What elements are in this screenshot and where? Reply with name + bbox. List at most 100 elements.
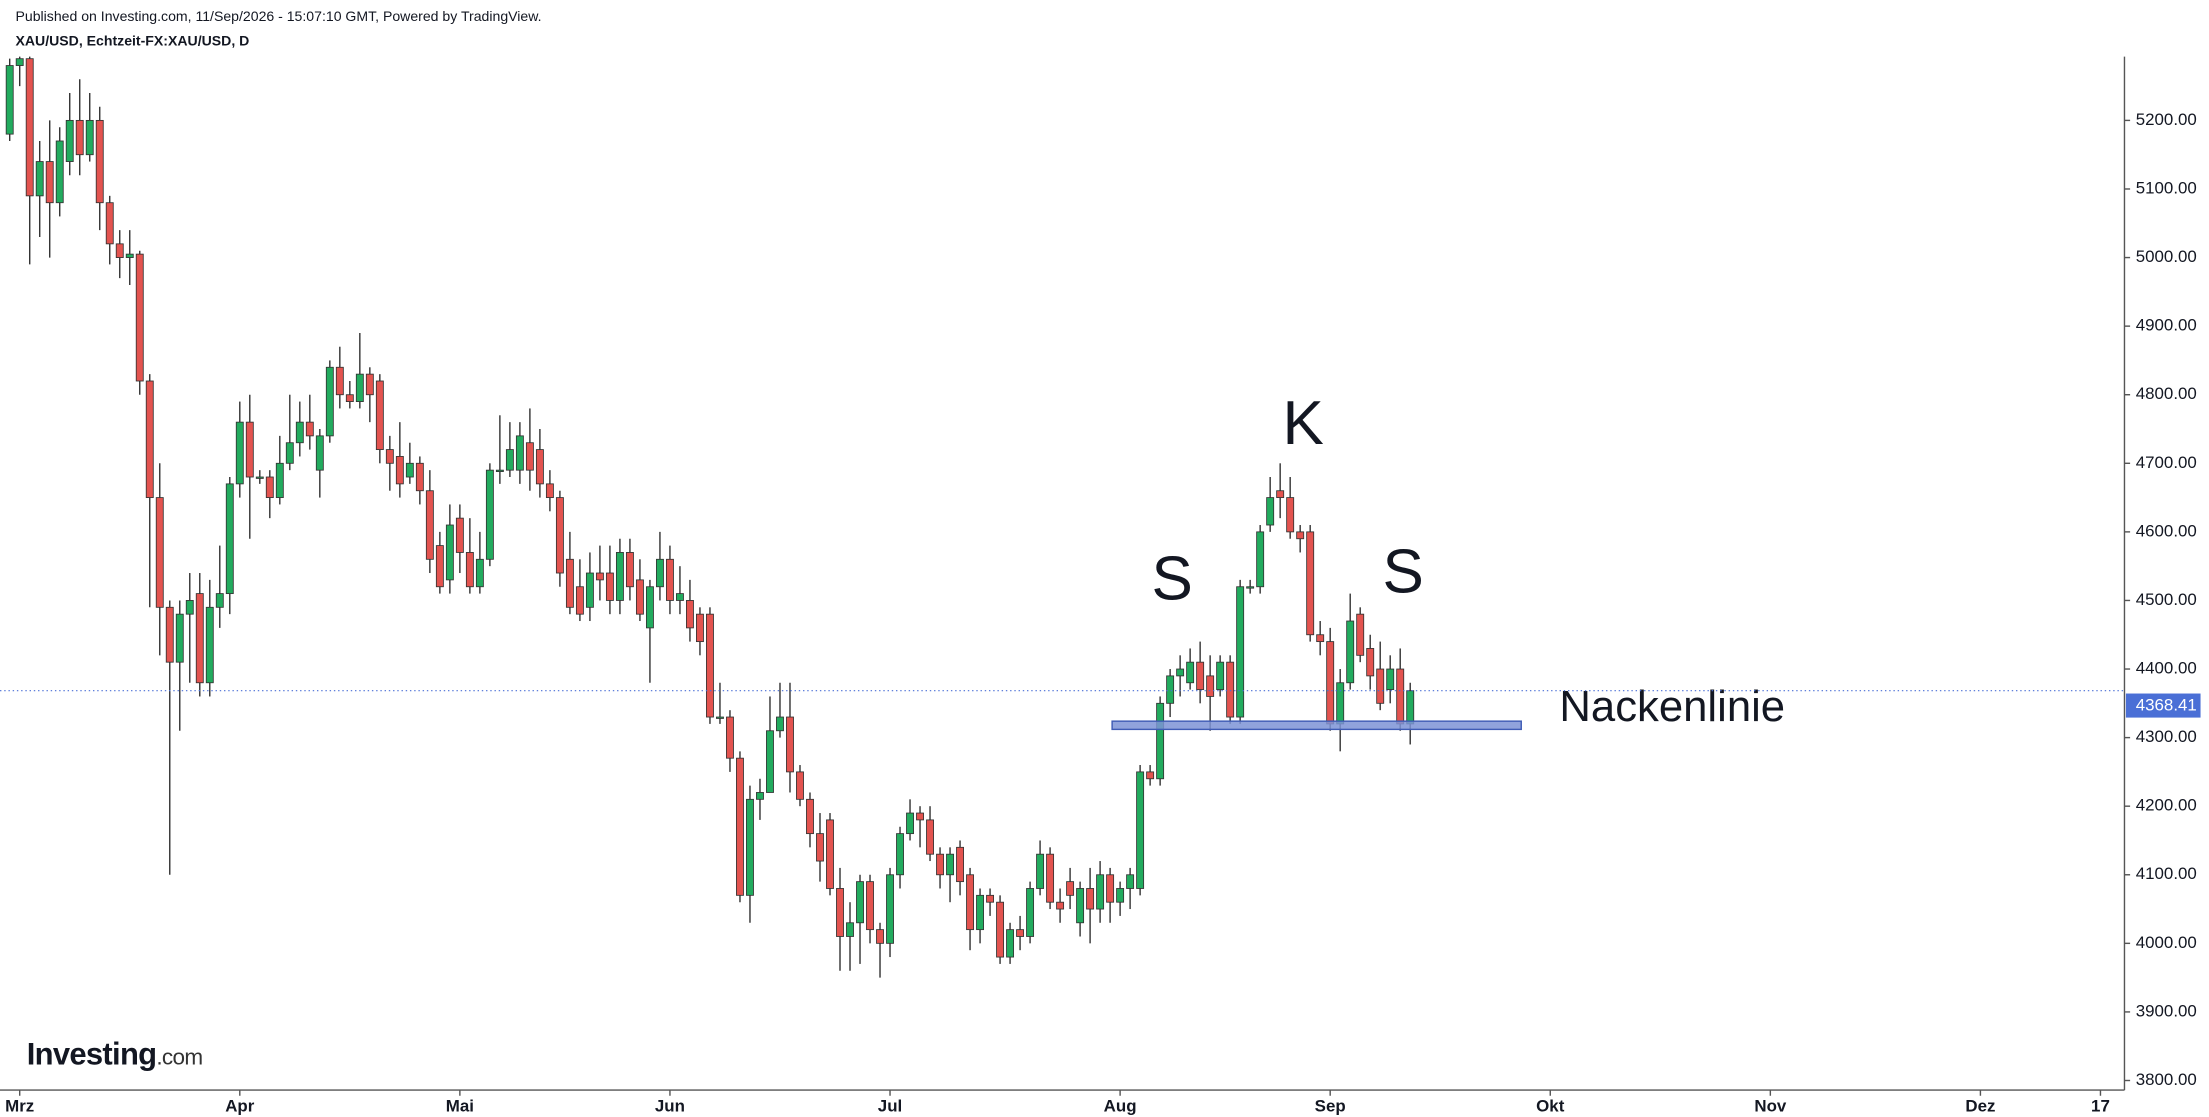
candle-body — [375, 380, 384, 451]
candle-body — [75, 119, 84, 156]
candle-body — [776, 716, 784, 732]
candle-body — [285, 442, 294, 464]
candle-body — [15, 58, 24, 66]
y-tick-label: 3900.00 — [2136, 1001, 2197, 1020]
candle-body — [1276, 490, 1285, 499]
candle-body — [555, 497, 564, 574]
candle-body — [866, 881, 874, 931]
candle-body — [1356, 613, 1365, 656]
candle-body — [1106, 874, 1115, 903]
candle-body — [475, 558, 484, 588]
candle-body — [395, 456, 404, 485]
candle-body — [225, 483, 234, 595]
candle-body — [1296, 531, 1305, 540]
candle-body — [575, 586, 584, 615]
candle-body — [1346, 620, 1355, 684]
y-tick-label: 4700.00 — [2136, 453, 2197, 472]
candle-body — [655, 558, 664, 588]
candle-body — [1256, 531, 1265, 588]
annotation: S — [1382, 538, 1423, 607]
candle-body — [485, 469, 494, 560]
candle-body — [996, 901, 1005, 958]
candle-body — [1086, 888, 1095, 910]
x-tick-label: Mai — [446, 1097, 474, 1116]
candle-body — [806, 798, 814, 835]
candle-body — [1236, 586, 1245, 718]
candle-body — [696, 613, 704, 643]
x-tick-label: Dez — [1965, 1097, 1995, 1116]
candle-body — [686, 600, 694, 629]
candle-body — [766, 730, 774, 793]
candle-body — [605, 572, 614, 601]
neckline — [1111, 720, 1522, 731]
candle-body — [1046, 853, 1055, 903]
candle-body — [1386, 668, 1395, 691]
candle-body — [1026, 888, 1035, 937]
candle-body — [1156, 702, 1165, 780]
y-tick-label: 5200.00 — [2136, 110, 2197, 129]
candle-body — [1056, 901, 1065, 910]
candle-body — [385, 449, 394, 464]
candle-body — [315, 435, 324, 471]
candles — [5, 56, 1415, 978]
candle-body — [726, 716, 734, 759]
x-tick-label: Apr — [225, 1097, 255, 1116]
candle-body — [355, 373, 364, 403]
candle-body — [1406, 690, 1415, 725]
candle-body — [1266, 497, 1275, 526]
candle-body — [125, 253, 134, 258]
candle-body — [245, 421, 254, 478]
candle-body — [846, 922, 854, 937]
candle-body — [786, 716, 794, 773]
candle-body — [1216, 661, 1225, 691]
candle-body — [1396, 668, 1405, 725]
y-tick-label: 5000.00 — [2136, 247, 2197, 266]
candle-body — [345, 394, 354, 403]
candle-body — [1166, 675, 1175, 704]
candle-body — [155, 497, 164, 608]
candle-body — [1116, 888, 1125, 903]
candle-body — [305, 421, 314, 437]
candle-body — [1366, 648, 1375, 677]
candle-body — [5, 65, 14, 135]
candle-body — [35, 161, 44, 197]
candle-body — [445, 524, 454, 581]
candle-body — [665, 558, 674, 601]
candle-body — [796, 771, 804, 800]
source: Published on Investing.com, 11/Sep/2026 … — [15, 8, 541, 24]
y-tick-label: 4000.00 — [2136, 933, 2197, 952]
x-tick-label: Okt — [1536, 1097, 1565, 1116]
candle-body — [1036, 853, 1045, 889]
candle-body — [926, 819, 934, 855]
candle-body — [1006, 929, 1015, 958]
candle-body — [145, 380, 154, 499]
candle-body — [95, 119, 104, 204]
candle-body — [1126, 874, 1135, 889]
candle-body — [295, 421, 304, 444]
candle-body — [215, 593, 224, 608]
candle-body — [1226, 661, 1235, 718]
candle-body — [165, 606, 174, 663]
annotation: K — [1282, 389, 1323, 458]
candle-body — [916, 812, 924, 821]
candle-body — [405, 462, 414, 478]
candle-body — [1096, 874, 1105, 910]
candle-body — [946, 853, 954, 876]
candle-body — [625, 552, 634, 588]
candle-body — [335, 366, 344, 396]
x-tick-label: Jun — [655, 1097, 685, 1116]
candle-body — [85, 119, 94, 156]
candle-body — [1316, 634, 1325, 643]
candle-body — [565, 558, 574, 608]
candle-body — [195, 593, 204, 684]
y-tick-label: 4100.00 — [2136, 864, 2197, 883]
candle-body — [986, 894, 995, 903]
y-tick-label: 4300.00 — [2136, 727, 2197, 746]
last-price-box — [2125, 693, 2201, 718]
candle-body — [856, 881, 864, 924]
x-tick-label: Mrz — [5, 1097, 34, 1116]
candle-body — [515, 435, 524, 471]
candle-body — [1376, 668, 1385, 704]
